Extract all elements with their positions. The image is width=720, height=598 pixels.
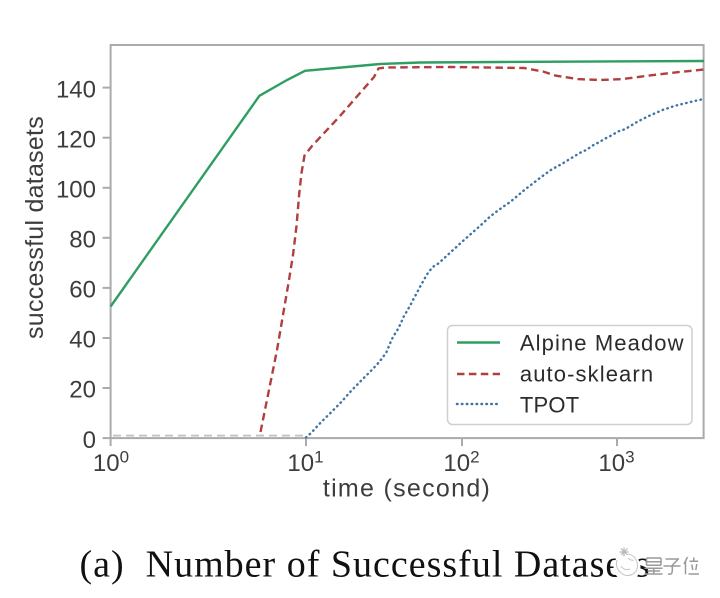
svg-text:140: 140 [56, 76, 96, 103]
svg-text:successful datasets: successful datasets [21, 116, 49, 339]
svg-text:40: 40 [69, 327, 96, 354]
svg-text:TPOT: TPOT [520, 393, 579, 418]
svg-text:0: 0 [83, 427, 96, 454]
svg-text:20: 20 [69, 377, 96, 404]
svg-text:101: 101 [287, 447, 323, 477]
svg-text:120: 120 [56, 126, 96, 153]
svg-text:100: 100 [56, 177, 96, 204]
svg-text:103: 103 [598, 447, 634, 477]
svg-text:60: 60 [69, 277, 96, 304]
svg-text:time (second): time (second) [323, 475, 491, 503]
svg-text:102: 102 [443, 447, 479, 477]
svg-text:auto-sklearn: auto-sklearn [520, 362, 654, 387]
svg-text:80: 80 [69, 227, 96, 254]
svg-text:(a) Number of Successful Data: (a) Number of Successful Datasets [80, 544, 651, 586]
svg-text:100: 100 [93, 447, 129, 477]
svg-text:Alpine Meadow: Alpine Meadow [520, 331, 685, 356]
